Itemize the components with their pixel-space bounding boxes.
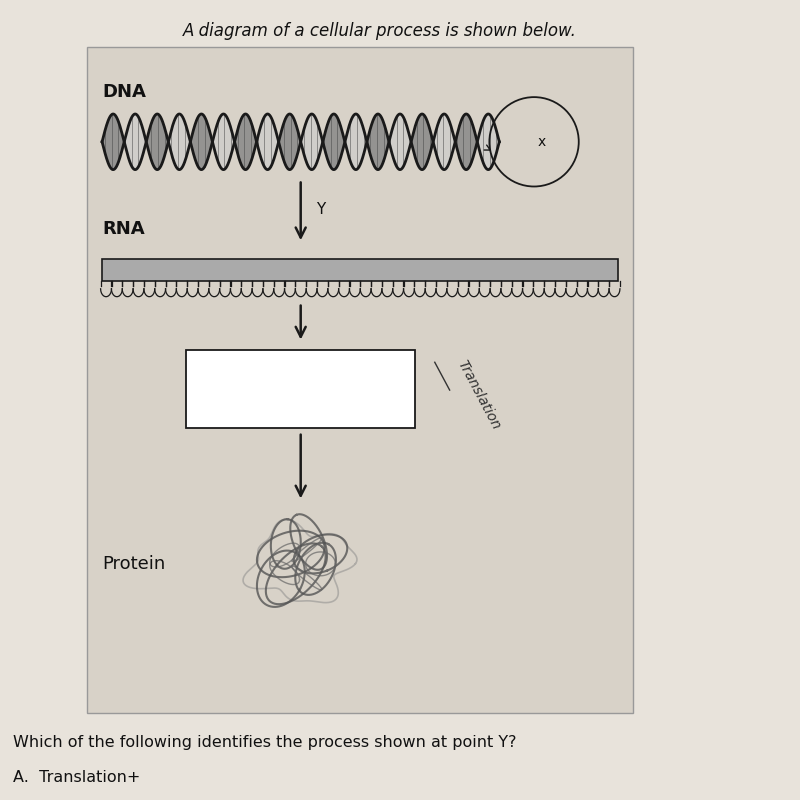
Text: DNA: DNA: [102, 83, 146, 101]
Text: Protein: Protein: [102, 555, 166, 573]
FancyBboxPatch shape: [87, 47, 634, 713]
Text: A.  Translation+: A. Translation+: [13, 770, 140, 785]
Text: Which of the following identifies the process shown at point Y?: Which of the following identifies the pr…: [13, 735, 516, 750]
Bar: [102, 259, 618, 281]
Text: RNA: RNA: [102, 220, 145, 238]
Text: Z: Z: [294, 380, 307, 398]
Text: A diagram of a cellular process is shown below.: A diagram of a cellular process is shown…: [183, 22, 577, 39]
Text: Translation: Translation: [454, 358, 503, 432]
Text: Y: Y: [315, 202, 325, 217]
Bar: [186, 350, 415, 428]
Text: x: x: [538, 135, 546, 149]
